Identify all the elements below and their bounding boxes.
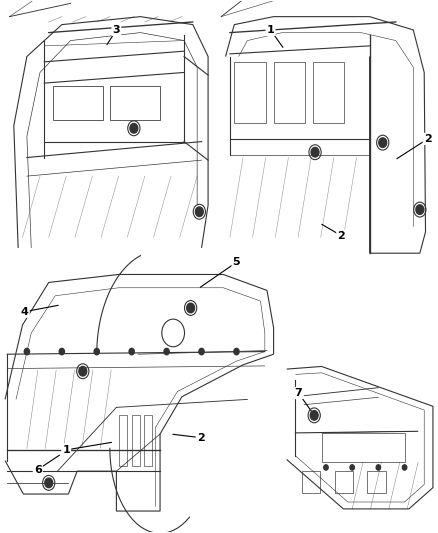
Text: 7: 7	[295, 388, 302, 398]
Circle shape	[379, 138, 387, 148]
Text: 6: 6	[34, 465, 42, 474]
Bar	[234, 62, 266, 123]
Bar	[110, 86, 160, 120]
Circle shape	[350, 465, 354, 470]
Bar	[132, 415, 140, 466]
Bar	[302, 471, 320, 493]
Circle shape	[310, 410, 318, 420]
Circle shape	[187, 303, 194, 313]
Circle shape	[311, 148, 319, 157]
Circle shape	[164, 349, 169, 355]
Circle shape	[376, 465, 381, 470]
Text: 1: 1	[62, 445, 70, 455]
Circle shape	[416, 205, 424, 214]
Text: 2: 2	[337, 231, 345, 241]
Circle shape	[129, 349, 134, 355]
Bar	[313, 62, 344, 123]
Circle shape	[324, 465, 328, 470]
Circle shape	[199, 349, 204, 355]
Circle shape	[24, 349, 29, 355]
Bar	[120, 415, 127, 466]
Text: 3: 3	[113, 25, 120, 35]
Text: 4: 4	[21, 306, 28, 317]
Text: 2: 2	[424, 134, 431, 144]
Circle shape	[59, 349, 64, 355]
Bar	[367, 471, 386, 493]
Bar	[144, 415, 152, 466]
Text: 5: 5	[233, 257, 240, 267]
Circle shape	[94, 349, 99, 355]
Circle shape	[79, 367, 87, 376]
Bar	[321, 433, 405, 462]
Bar	[335, 471, 353, 493]
Bar	[53, 86, 103, 120]
Text: 2: 2	[197, 433, 205, 443]
Circle shape	[403, 465, 407, 470]
Text: 1: 1	[267, 25, 274, 35]
Circle shape	[130, 124, 138, 133]
Circle shape	[234, 349, 239, 355]
Circle shape	[195, 207, 203, 216]
Bar	[274, 62, 305, 123]
Circle shape	[45, 478, 53, 488]
